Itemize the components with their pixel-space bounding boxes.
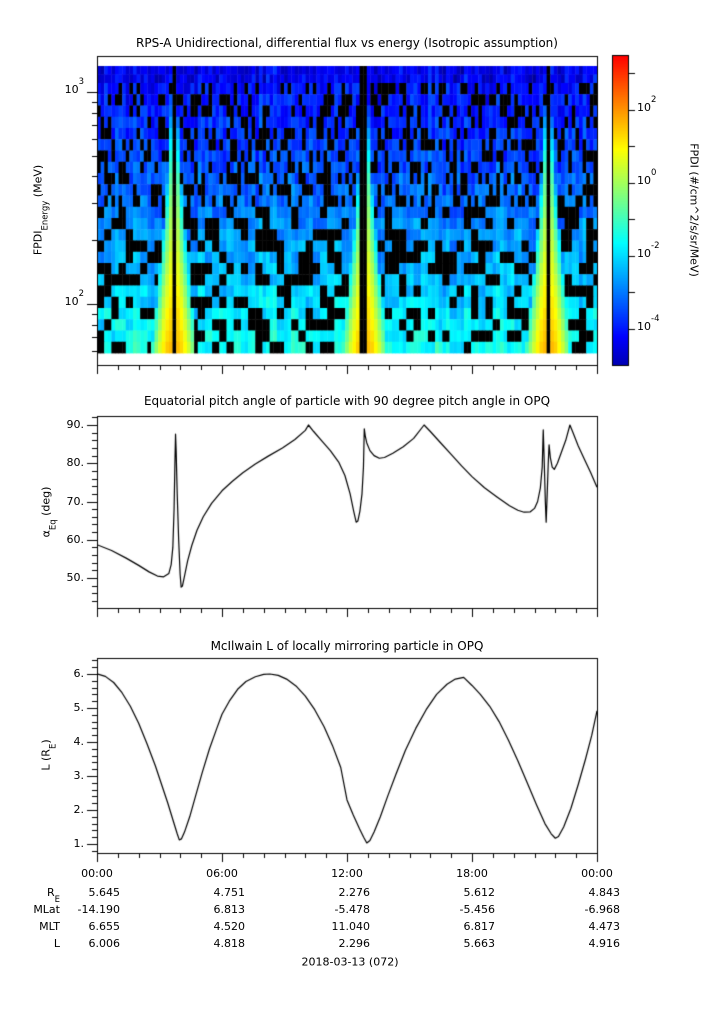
mcilwain-title: McIlwain L of locally mirroring particle… bbox=[210, 639, 484, 653]
ephemeris-value: 4.520 bbox=[213, 920, 246, 933]
ephemeris-value: 2.276 bbox=[338, 886, 371, 899]
energy-tick-label: 103 bbox=[64, 77, 84, 96]
ephemeris-row-label: MLT bbox=[39, 920, 60, 933]
ephemeris-value: 6.813 bbox=[213, 903, 246, 916]
time-tick-label: 06:00 bbox=[206, 867, 238, 880]
pitch-tick-label: 90. bbox=[66, 418, 85, 431]
ephemeris-value: 2.296 bbox=[338, 937, 371, 950]
ephemeris-row-label: L bbox=[53, 937, 60, 950]
pitch-tick-label: 70. bbox=[66, 494, 85, 508]
ephemeris-value: -5.456 bbox=[459, 903, 495, 916]
colorbar-tick-label: 10-2 bbox=[637, 240, 660, 260]
L-tick-label: 5. bbox=[73, 701, 85, 714]
ephemeris-value: -14.190 bbox=[77, 903, 120, 916]
ephemeris-value: -6.968 bbox=[584, 903, 620, 916]
pitch-tick-label: 60. bbox=[66, 532, 85, 546]
ephemeris-value: 5.645 bbox=[88, 886, 121, 899]
L-tick-label: 4. bbox=[73, 735, 85, 748]
ephemeris-value: 6.006 bbox=[88, 937, 121, 950]
energy-tick-label: 102 bbox=[64, 289, 84, 308]
ephemeris-value: 5.663 bbox=[463, 937, 496, 950]
ephemeris-value: 6.655 bbox=[88, 920, 121, 933]
L-tick-label: 2. bbox=[73, 803, 85, 816]
ephemeris-value: 4.916 bbox=[588, 937, 621, 950]
ephemeris-value: 4.843 bbox=[588, 886, 621, 899]
ephemeris-value: 6.817 bbox=[463, 920, 496, 933]
colorbar-tick-label: 102 bbox=[637, 95, 657, 114]
colorbar-tick-label: 10-4 bbox=[637, 313, 660, 333]
L-tick-label: 1. bbox=[73, 837, 85, 850]
L-tick-label: 3. bbox=[73, 769, 85, 782]
spectrogram-title: RPS-A Unidirectional, differential flux … bbox=[136, 36, 558, 50]
ephemeris-value: 5.612 bbox=[463, 886, 496, 899]
spectrogram-y-axis-label: FPDIEnergy (MeV) bbox=[31, 164, 51, 256]
ephemeris-value: 11.040 bbox=[331, 920, 371, 933]
pitch-angle-title: Equatorial pitch angle of particle with … bbox=[143, 394, 551, 408]
time-tick-label: 00:00 bbox=[581, 867, 613, 880]
ephemeris-row-label: MLat bbox=[33, 903, 60, 916]
pitch-tick-label: 50. bbox=[66, 571, 85, 584]
time-tick-label: 12:00 bbox=[331, 867, 363, 880]
ephemeris-value: 4.751 bbox=[213, 886, 246, 899]
time-tick-label: 18:00 bbox=[456, 867, 488, 880]
time-tick-label: 00:00 bbox=[81, 867, 113, 880]
colorbar-tick-label: 100 bbox=[637, 167, 657, 187]
ephemeris-value: -5.478 bbox=[334, 903, 370, 916]
colorbar-label: FPDI (#/cm^2/s/sr/MeV) bbox=[687, 143, 701, 277]
L-tick-label: 6. bbox=[73, 667, 85, 680]
pitch-tick-label: 80. bbox=[66, 456, 85, 470]
date-label: 2018-03-13 (072) bbox=[301, 955, 399, 969]
ephemeris-value: 4.818 bbox=[213, 937, 246, 950]
ephemeris-row-label: RE bbox=[46, 886, 60, 906]
ephemeris-value: 4.473 bbox=[588, 920, 621, 933]
